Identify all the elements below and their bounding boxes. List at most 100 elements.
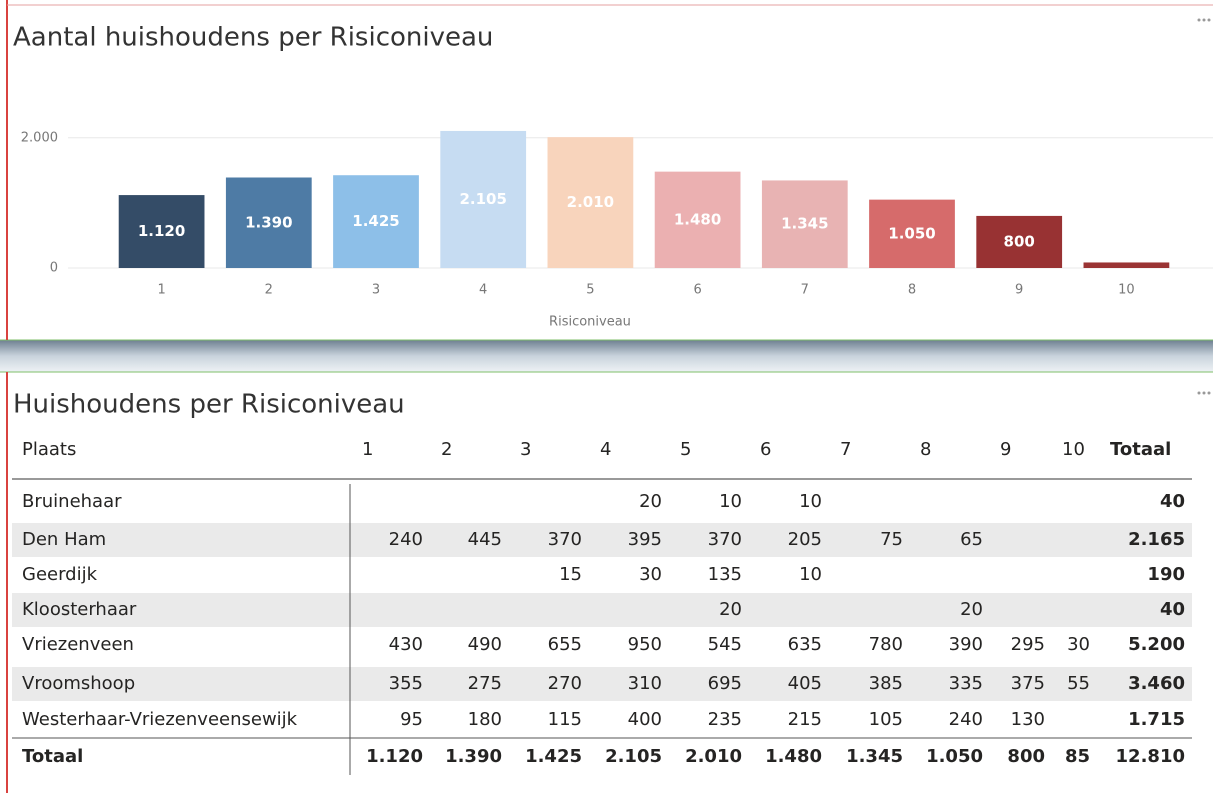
cell: 405 — [788, 673, 822, 694]
cell: 5.200 — [1128, 634, 1185, 655]
cell: 545 — [708, 634, 742, 655]
cell: 430 — [389, 634, 423, 655]
cell: 335 — [949, 673, 983, 694]
cell: 65 — [960, 529, 983, 550]
cell: 95 — [400, 709, 423, 730]
cell: 395 — [628, 529, 662, 550]
row-header: Vroomshoop — [22, 673, 135, 694]
row-header: Westerhaar-Vriezenveensewijk — [22, 709, 298, 730]
x-tick-label: 5 — [586, 283, 594, 298]
data-label: 1.120 — [138, 222, 185, 240]
column-header: 1 — [362, 439, 373, 460]
cell: 490 — [468, 634, 502, 655]
cell: 2.105 — [605, 746, 662, 767]
x-tick-label: 9 — [1015, 283, 1023, 298]
data-label: 1.050 — [888, 224, 935, 242]
cell: 40 — [1160, 599, 1185, 620]
column-header: 2 — [441, 439, 452, 460]
x-tick-label: 7 — [801, 283, 809, 298]
separator — [0, 340, 1213, 372]
cell: 1.120 — [366, 746, 423, 767]
cell: 40 — [1160, 491, 1185, 512]
data-label: 2.010 — [567, 193, 614, 211]
cell: 375 — [1011, 673, 1045, 694]
bar — [440, 130, 527, 268]
cell: 15 — [559, 564, 582, 585]
cell: 1.480 — [765, 746, 822, 767]
cell: 135 — [708, 564, 742, 585]
bar — [761, 180, 848, 268]
x-tick-label: 2 — [265, 283, 273, 298]
cell: 115 — [548, 709, 582, 730]
cell: 275 — [468, 673, 502, 694]
cell: 1.345 — [846, 746, 903, 767]
column-header: 10 — [1062, 439, 1085, 460]
x-tick-label: 10 — [1118, 283, 1135, 298]
cell: 215 — [788, 709, 822, 730]
cell: 400 — [628, 709, 662, 730]
cell: 385 — [869, 673, 903, 694]
row-header: Totaal — [22, 746, 83, 767]
cell: 55 — [1067, 673, 1090, 694]
cell: 10 — [799, 564, 822, 585]
cell: 75 — [880, 529, 903, 550]
cell: 10 — [719, 491, 742, 512]
cell: 310 — [628, 673, 662, 694]
column-header: 5 — [680, 439, 691, 460]
row-header: Geerdijk — [22, 564, 98, 585]
cell: 2.010 — [685, 746, 742, 767]
cell: 130 — [1011, 709, 1045, 730]
cell: 635 — [788, 634, 822, 655]
cell: 20 — [719, 599, 742, 620]
y-tick-label: 2.000 — [21, 130, 58, 145]
cell: 1.050 — [926, 746, 983, 767]
bar — [976, 215, 1063, 268]
column-header: 7 — [840, 439, 851, 460]
row-band — [12, 523, 1192, 557]
bar — [333, 175, 419, 268]
more-icon[interactable] — [1197, 18, 1211, 395]
cell: 205 — [788, 529, 822, 550]
cell: 85 — [1065, 746, 1090, 767]
cell: 1.390 — [445, 746, 502, 767]
row-header: Den Ham — [22, 529, 106, 550]
column-header: Totaal — [1110, 439, 1171, 460]
column-header: 3 — [520, 439, 531, 460]
cell: 800 — [1007, 746, 1045, 767]
bar — [118, 195, 205, 268]
row-header: Kloosterhaar — [22, 599, 137, 620]
x-tick-label: 6 — [693, 283, 701, 298]
bar — [225, 177, 312, 268]
cell: 10 — [799, 491, 822, 512]
x-axis-title: Risiconiveau — [549, 315, 631, 330]
cell: 190 — [1147, 564, 1185, 585]
cell: 655 — [548, 634, 582, 655]
cell: 235 — [708, 709, 742, 730]
row-header: Bruinehaar — [22, 491, 122, 512]
data-label: 800 — [1004, 232, 1035, 250]
x-tick-label: 8 — [908, 283, 916, 298]
x-tick-label: 1 — [157, 283, 165, 298]
cell: 445 — [468, 529, 502, 550]
cell: 30 — [1067, 634, 1090, 655]
row-band — [12, 593, 1192, 627]
cell: 270 — [548, 673, 582, 694]
column-header: 4 — [600, 439, 611, 460]
column-header: 9 — [1000, 439, 1011, 460]
data-label: 2.105 — [459, 190, 506, 208]
cell: 355 — [389, 673, 423, 694]
cell: 695 — [708, 673, 742, 694]
bar — [654, 171, 741, 268]
bar — [869, 199, 955, 268]
cell: 30 — [639, 564, 662, 585]
cell: 3.460 — [1128, 673, 1185, 694]
data-label: 1.480 — [674, 210, 721, 228]
row-band — [12, 667, 1192, 701]
cell: 20 — [639, 491, 662, 512]
cell: 12.810 — [1116, 746, 1185, 767]
cell: 2.165 — [1128, 529, 1185, 550]
data-label: 1.345 — [781, 215, 828, 233]
x-tick-label: 4 — [479, 283, 487, 298]
x-tick-label: 3 — [372, 283, 380, 298]
